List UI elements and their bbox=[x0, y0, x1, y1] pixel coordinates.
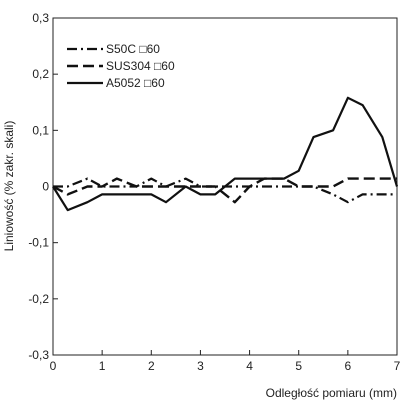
legend-label: A5052 □60 bbox=[106, 76, 165, 90]
y-tick-label: -0,2 bbox=[28, 292, 49, 306]
series-line bbox=[52, 177, 397, 204]
x-tick-label: 7 bbox=[394, 359, 401, 373]
x-tick-label: 6 bbox=[345, 359, 352, 373]
x-tick-label: 5 bbox=[295, 359, 302, 373]
x-axis-ticks: 0 1 2 3 4 5 6 7 bbox=[50, 350, 401, 373]
x-axis-label: Odległość pomiaru (mm) bbox=[266, 386, 397, 400]
y-axis-ticks: -0,3 -0,2 -0,1 0 0,1 0,2 0,3 bbox=[28, 11, 58, 362]
series-line bbox=[52, 96, 399, 212]
x-tick-label: 2 bbox=[148, 359, 155, 373]
legend-label: S50C □60 bbox=[106, 42, 160, 56]
series-line bbox=[53, 177, 397, 204]
y-tick-label: 0,3 bbox=[32, 11, 49, 25]
x-tick-label: 3 bbox=[197, 359, 204, 373]
y-axis-label: Liniowość (% zakr. skali) bbox=[2, 121, 16, 252]
y-tick-label: -0,3 bbox=[28, 348, 49, 362]
legend: S50C □60 SUS304 □60 A5052 □60 bbox=[67, 42, 175, 90]
series-lines bbox=[52, 96, 399, 212]
legend-label: SUS304 □60 bbox=[106, 59, 175, 73]
y-tick-label: -0,1 bbox=[28, 236, 49, 250]
x-tick-label: 0 bbox=[50, 359, 57, 373]
y-tick-label: 0,1 bbox=[32, 123, 49, 137]
x-tick-label: 1 bbox=[99, 359, 106, 373]
y-tick-label: 0 bbox=[42, 180, 49, 194]
x-tick-label: 4 bbox=[246, 359, 253, 373]
y-tick-label: 0,2 bbox=[32, 67, 49, 81]
